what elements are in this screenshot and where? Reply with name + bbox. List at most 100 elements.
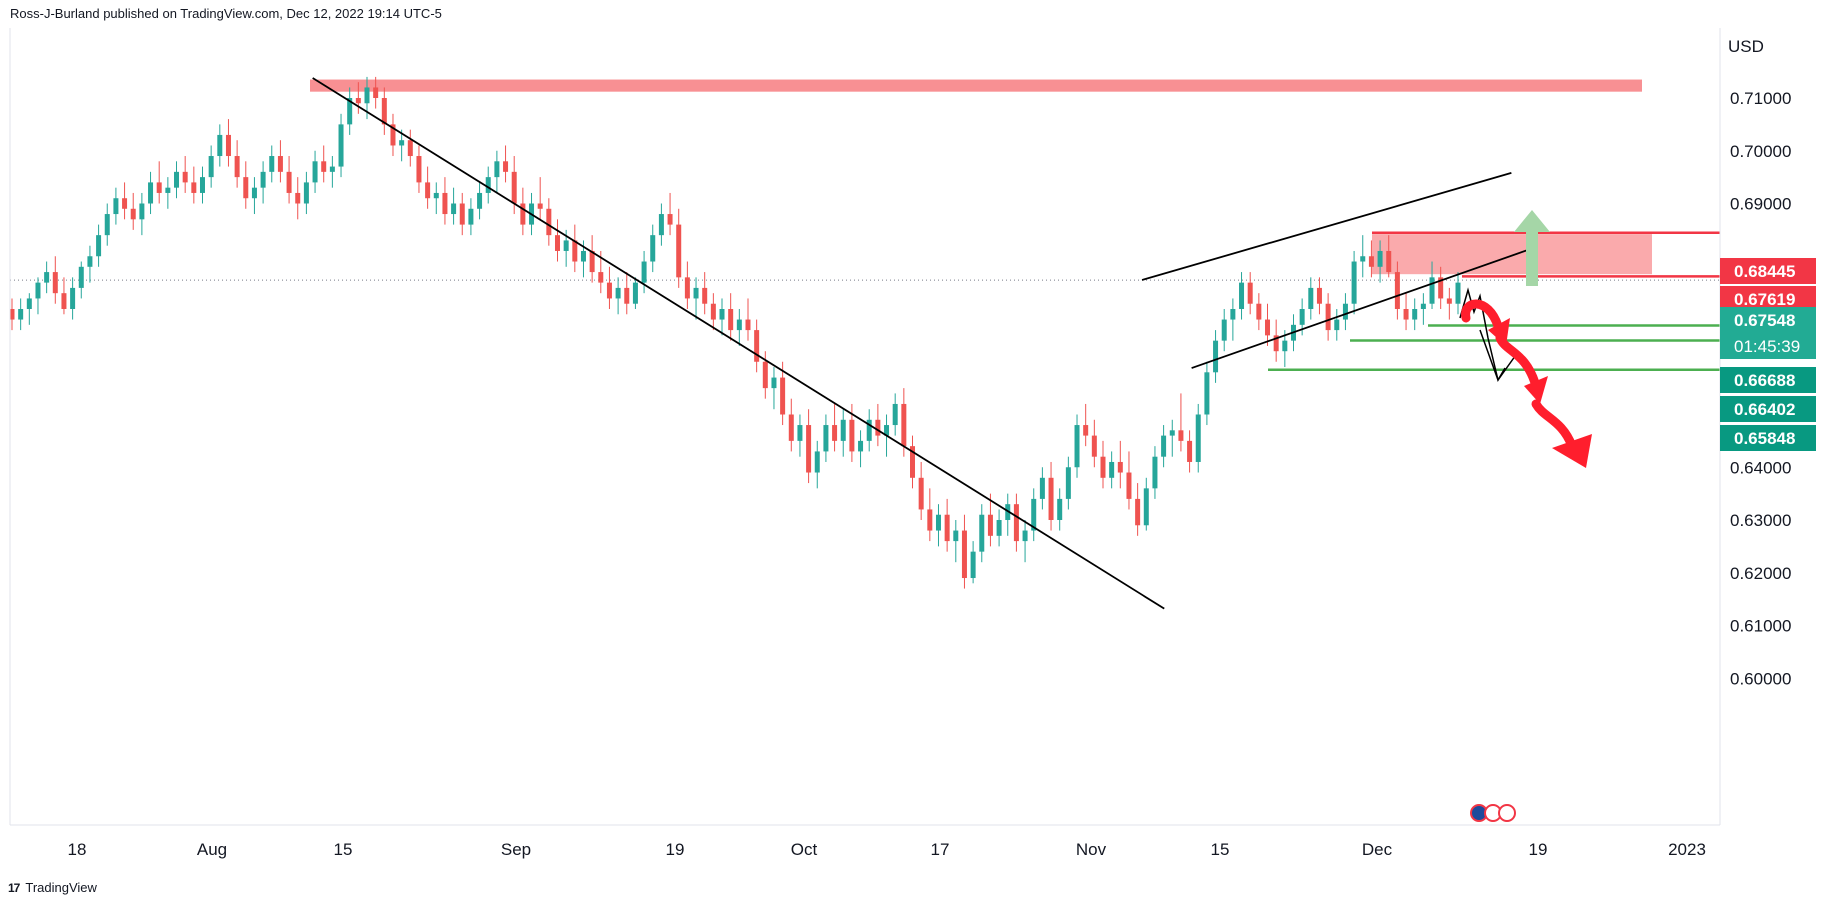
time-axis[interactable]: 18 Aug 15 Sep 19 Oct 17 Nov 15 Dec 19 2023 xyxy=(68,840,1706,859)
candle[interactable] xyxy=(658,203,664,246)
candle[interactable] xyxy=(537,177,543,220)
candle[interactable] xyxy=(1412,298,1418,331)
candle[interactable] xyxy=(840,409,846,457)
candle[interactable] xyxy=(329,156,335,188)
candle[interactable] xyxy=(1178,393,1184,452)
candle[interactable] xyxy=(1135,483,1141,536)
candle[interactable] xyxy=(676,208,682,288)
candle[interactable] xyxy=(1065,456,1071,510)
candle[interactable] xyxy=(234,140,240,188)
candle[interactable] xyxy=(710,293,716,331)
candle[interactable] xyxy=(347,87,353,135)
candle[interactable] xyxy=(1109,451,1115,489)
candle[interactable] xyxy=(970,541,976,584)
candle[interactable] xyxy=(18,298,24,331)
candle[interactable] xyxy=(312,150,318,193)
us-flag-icon-2[interactable] xyxy=(1498,804,1516,822)
candle[interactable] xyxy=(1074,414,1080,478)
candle[interactable] xyxy=(468,198,474,236)
candle[interactable] xyxy=(632,277,638,309)
candle[interactable] xyxy=(122,182,128,220)
candle[interactable] xyxy=(1438,266,1444,309)
candle[interactable] xyxy=(961,514,967,589)
candle[interactable] xyxy=(996,509,1002,547)
candle[interactable] xyxy=(485,166,491,204)
candle[interactable] xyxy=(1256,293,1262,331)
candle[interactable] xyxy=(355,82,361,114)
candle[interactable] xyxy=(165,177,171,209)
candle[interactable] xyxy=(1394,261,1400,320)
economic-events[interactable] xyxy=(1470,804,1516,822)
candle[interactable] xyxy=(243,161,249,209)
candle[interactable] xyxy=(1360,235,1366,278)
candle[interactable] xyxy=(1221,309,1227,352)
candle[interactable] xyxy=(771,367,777,410)
candle[interactable] xyxy=(251,177,257,215)
candle[interactable] xyxy=(451,187,457,225)
candle[interactable] xyxy=(217,124,223,167)
candle[interactable] xyxy=(1308,277,1314,320)
candle[interactable] xyxy=(589,235,595,283)
candle[interactable] xyxy=(1117,440,1123,489)
candle[interactable] xyxy=(321,145,327,183)
candle[interactable] xyxy=(693,277,699,320)
candle[interactable] xyxy=(624,272,630,315)
candle[interactable] xyxy=(858,430,864,468)
candle[interactable] xyxy=(182,156,188,193)
candle[interactable] xyxy=(918,461,924,520)
candle[interactable] xyxy=(260,161,266,204)
candle[interactable] xyxy=(303,171,309,215)
candle[interactable] xyxy=(96,224,102,267)
candle[interactable] xyxy=(399,129,405,162)
candle[interactable] xyxy=(892,393,898,436)
candle[interactable] xyxy=(26,293,32,325)
candle[interactable] xyxy=(1091,419,1097,468)
candle[interactable] xyxy=(1351,250,1357,315)
channel-lower-line[interactable] xyxy=(1191,245,1538,369)
candle[interactable] xyxy=(1152,446,1158,499)
resistance-high-tag[interactable]: 0.68445 xyxy=(1720,258,1816,284)
candle[interactable] xyxy=(1100,440,1106,489)
candle[interactable] xyxy=(1403,293,1409,331)
candle[interactable] xyxy=(901,388,907,457)
candle[interactable] xyxy=(381,87,387,135)
candle[interactable] xyxy=(407,129,413,167)
candle[interactable] xyxy=(1161,425,1167,468)
candle[interactable] xyxy=(1031,488,1037,542)
candle[interactable] xyxy=(944,498,950,552)
candle[interactable] xyxy=(503,145,509,183)
candle[interactable] xyxy=(728,293,734,341)
candle[interactable] xyxy=(1022,520,1028,563)
candle[interactable] xyxy=(1455,272,1461,315)
candle[interactable] xyxy=(1057,488,1063,531)
candle[interactable] xyxy=(286,156,292,204)
candle[interactable] xyxy=(277,140,283,183)
candle[interactable] xyxy=(1247,272,1253,315)
candle[interactable] xyxy=(797,414,803,457)
support-2-tag[interactable]: 0.66402 xyxy=(1720,396,1816,422)
candle[interactable] xyxy=(1316,277,1322,315)
candle[interactable] xyxy=(875,403,881,447)
candle[interactable] xyxy=(113,187,119,225)
candle[interactable] xyxy=(35,277,41,315)
candle[interactable] xyxy=(1143,477,1149,531)
candle[interactable] xyxy=(174,161,180,199)
candle[interactable] xyxy=(866,409,872,452)
candle[interactable] xyxy=(1048,461,1054,531)
candle[interactable] xyxy=(615,277,621,315)
candle[interactable] xyxy=(910,435,916,489)
support-3-tag[interactable]: 0.65848 xyxy=(1720,425,1816,451)
candle[interactable] xyxy=(104,203,110,246)
candle[interactable] xyxy=(52,256,58,304)
candle[interactable] xyxy=(442,177,448,225)
candle[interactable] xyxy=(1446,287,1452,320)
candle[interactable] xyxy=(684,261,690,309)
candle[interactable] xyxy=(1325,293,1331,341)
candle[interactable] xyxy=(1429,261,1435,309)
candle[interactable] xyxy=(373,76,379,109)
candle[interactable] xyxy=(1083,403,1089,447)
candle[interactable] xyxy=(1195,403,1201,473)
candle[interactable] xyxy=(546,198,552,246)
candle[interactable] xyxy=(416,145,422,193)
